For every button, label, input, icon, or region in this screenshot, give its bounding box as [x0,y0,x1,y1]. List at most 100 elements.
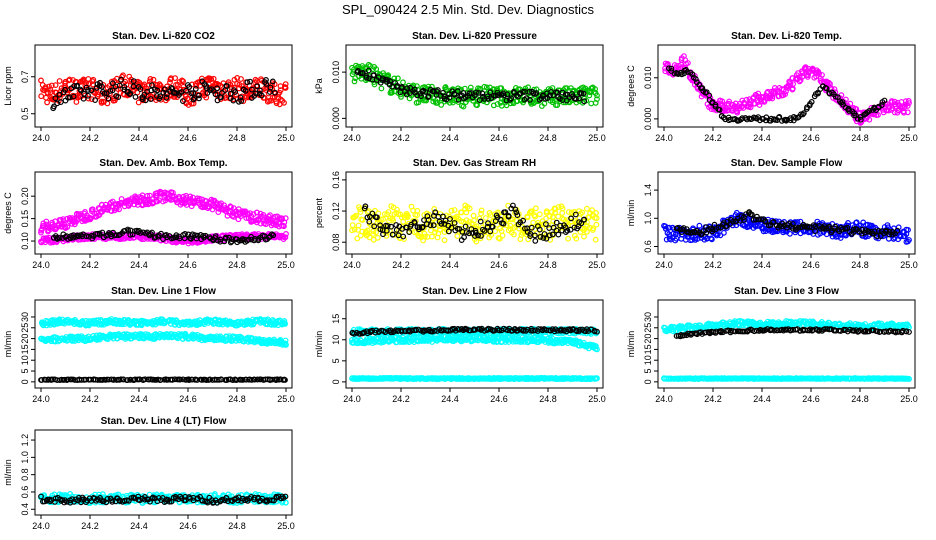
x-tick-label: 25.0 [588,133,606,143]
data-point [132,93,139,100]
data-point [769,95,776,102]
data-point [51,103,57,110]
data-point [183,87,190,94]
data-point [119,73,125,80]
data-point [487,89,494,96]
data-point [501,92,507,99]
data-point [588,100,595,107]
data-point [847,100,854,107]
data-point [532,237,539,244]
data-point [536,211,543,218]
x-tick-label: 24.8 [228,260,246,270]
points [661,209,912,245]
data-point [699,85,706,91]
y-tick-label: 0 [20,379,30,384]
x-tick-label: 24.6 [490,260,508,270]
x-tick-label: 24.0 [32,133,50,143]
data-point [267,84,274,91]
data-point [263,81,270,87]
data-point [451,91,458,98]
points [38,316,289,384]
data-point [747,104,754,111]
x-tick-label: 24.0 [32,394,50,404]
data-point [684,69,691,75]
data-point [435,87,441,93]
y-axis-label: ml/min [626,200,636,227]
data-point [56,91,63,98]
data-point [252,76,259,83]
data-point [180,78,187,85]
y-axis-label: ml/min [3,331,13,358]
x-tick-label: 24.0 [343,260,361,270]
data-point [147,96,154,102]
x-tick-label: 25.0 [277,260,295,270]
data-point [425,93,432,100]
data-point [584,205,590,212]
data-point [889,105,896,112]
data-point [192,85,199,92]
data-point [163,91,170,97]
data-point [179,98,186,104]
figure-title: SPL_090424 2.5 Min. Std. Dev. Diagnostic… [342,2,594,17]
data-point [46,83,52,90]
data-point [95,212,101,219]
data-point [115,94,122,100]
data-point [451,207,458,213]
x-tick-label: 24.2 [392,260,410,270]
data-point [161,86,168,93]
data-point [467,84,474,91]
data-point [210,75,217,82]
data-point [101,90,108,97]
data-point [422,88,429,95]
data-point [387,78,394,84]
data-point [845,105,852,112]
x-tick-label: 24.0 [655,260,673,270]
data-point [411,86,418,93]
data-point [172,75,179,81]
x-tick-label: 24.6 [490,133,508,143]
data-point [146,200,153,207]
data-point [481,83,488,90]
data-point [85,86,91,93]
data-point [185,102,192,108]
data-point [186,83,193,90]
y-tick-label: 10 [20,355,30,365]
x-tick-label: 24.8 [851,260,869,270]
data-point [157,82,164,89]
y-tick-label: 25 [20,323,30,333]
data-point [62,86,68,93]
x-tick-label: 24.0 [32,260,50,270]
data-point [533,205,539,212]
data-point [696,222,703,229]
data-point [594,96,600,102]
panel-title: Stan. Dev. Line 1 Flow [111,286,216,297]
data-point [238,76,244,82]
y-tick-label: 20 [20,334,30,344]
data-point [38,229,44,236]
data-point [866,107,873,114]
data-point [214,85,221,92]
data-point [442,84,449,90]
data-point [404,85,411,92]
y-tick-label: 5 [20,369,30,374]
data-point [689,71,696,78]
data-point [196,195,203,202]
data-point [446,99,453,106]
data-point [233,92,240,98]
data-point [135,99,142,106]
data-point [878,102,885,108]
data-point [85,92,91,99]
data-point [244,79,251,86]
x-tick-label: 24.4 [130,133,148,143]
x-tick-label: 24.8 [851,133,869,143]
panel-title: Stan. Dev. Li-820 Temp. [731,31,842,42]
x-tick-label: 24.6 [179,133,197,143]
y-axis-label: degrees C [3,192,13,234]
data-point [277,87,284,93]
panel-title: Stan. Dev. Gas Stream RH [413,158,536,169]
data-point [148,87,155,94]
data-point [363,74,370,81]
